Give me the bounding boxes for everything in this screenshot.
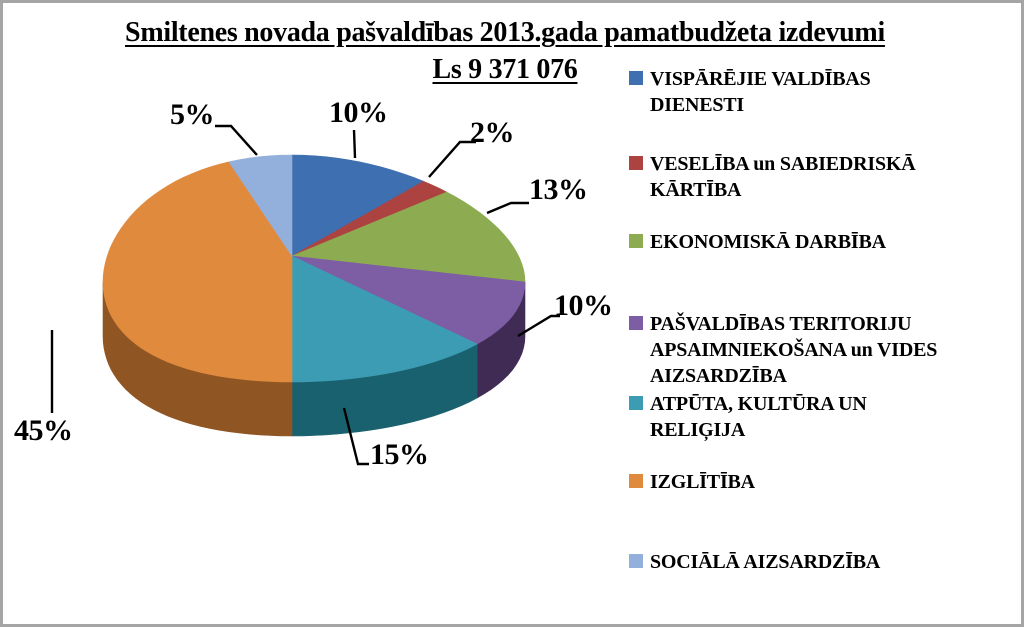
pie-slice — [291, 154, 425, 257]
chart-subtitle: Ls 9 371 076 — [432, 54, 578, 85]
legend-label: VESELĪBA un SABIEDRISKĀ KĀRTĪBA — [650, 153, 916, 201]
legend-item: ATPŪTA, KULTŪRA UN RELIĢIJA — [629, 391, 1021, 443]
data-label-leader-line — [517, 314, 560, 338]
pie-slice — [102, 161, 293, 383]
pie-slice — [291, 255, 478, 383]
legend-item: EKONOMISKĀ DARBĪBA — [629, 229, 1021, 255]
pie-data-label: 10% — [554, 289, 613, 322]
chart-title-block: Smiltenes novada pašvaldības 2013.gada p… — [70, 14, 940, 88]
legend-label: EKONOMISKĀ DARBĪBA — [650, 231, 886, 253]
pie-slice — [228, 154, 293, 257]
legend-item: IZGLĪTĪBA — [629, 469, 1021, 495]
legend-label: SOCIĀLĀ AIZSARDZĪBA — [650, 551, 881, 573]
chart-title: Smiltenes novada pašvaldības 2013.gada p… — [125, 17, 885, 48]
legend-item: SOCIĀLĀ AIZSARDZĪBA — [629, 549, 1021, 575]
pie-data-label: 13% — [529, 173, 588, 206]
legend: VISPĀRĒJIE VALDĪBAS DIENESTI VESELĪBA un… — [629, 0, 1021, 627]
legend-label: ATPŪTA, KULTŪRA UN RELIĢIJA — [650, 393, 867, 441]
pie-data-label: 15% — [370, 438, 429, 471]
data-label-leader-line — [342, 407, 369, 466]
legend-item: VESELĪBA un SABIEDRISKĀ KĀRTĪBA — [629, 151, 1021, 203]
data-label-leader-line — [428, 140, 476, 178]
legend-item: PAŠVALDĪBAS TERITORIJU APSAIMNIEKOŠANA u… — [629, 311, 1021, 389]
legend-swatch — [629, 234, 643, 248]
pie-data-label: 45% — [14, 414, 73, 447]
legend-label: PAŠVALDĪBAS TERITORIJU APSAIMNIEKOŠANA u… — [650, 313, 938, 387]
data-label-leader-line — [352, 129, 357, 159]
pie-data-label: 5% — [170, 98, 215, 131]
pie-data-label: 2% — [470, 116, 515, 149]
legend-label: VISPĀRĒJIE VALDĪBAS DIENESTI — [650, 68, 871, 116]
legend-label: IZGLĪTĪBA — [650, 471, 755, 493]
legend-swatch — [629, 156, 643, 170]
data-label-leader-line — [215, 124, 258, 156]
legend-swatch — [629, 71, 643, 85]
legend-swatch — [629, 396, 643, 410]
data-label-leader-line — [486, 201, 529, 215]
legend-swatch — [629, 554, 643, 568]
pie-data-label: 10% — [329, 96, 388, 129]
pie-slice — [291, 191, 526, 283]
legend-item: VISPĀRĒJIE VALDĪBAS DIENESTI — [629, 66, 1021, 118]
legend-swatch — [629, 474, 643, 488]
legend-swatch — [629, 316, 643, 330]
pie-slice — [291, 255, 526, 345]
